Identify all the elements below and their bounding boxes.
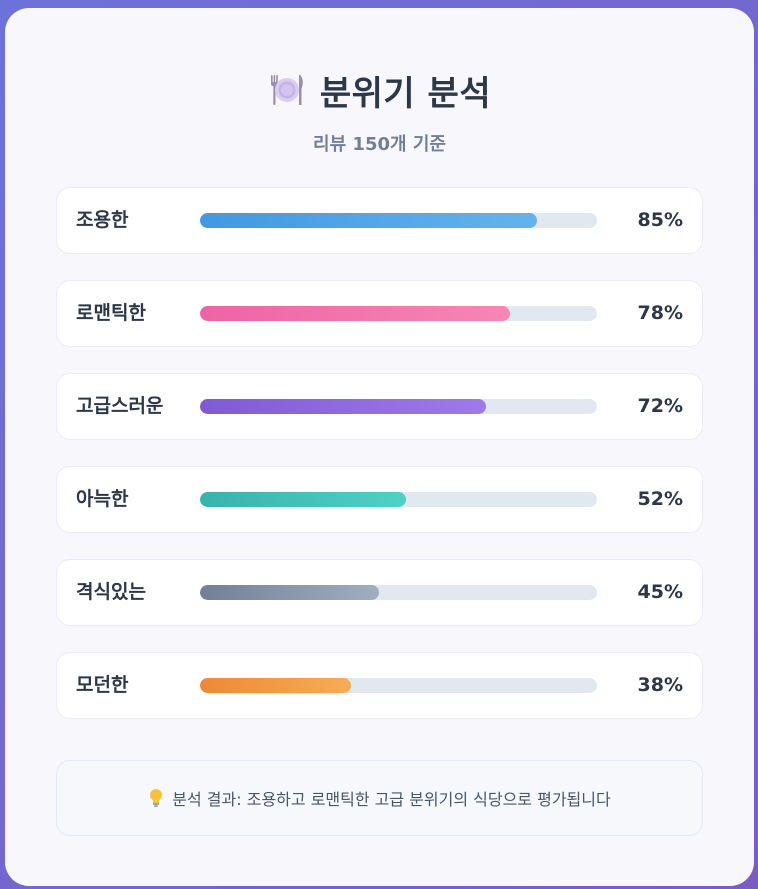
bar-category-label: 조용한 — [76, 209, 129, 231]
bar-value-label: 78% — [637, 302, 683, 324]
bar-category-label: 격식있는 — [76, 581, 146, 603]
atmosphere-bar-chart: 조용한 85% 로맨틱한 78% 고급스러운 72% 아늑한 52% 격식있는 45% 모던한 38% — [56, 187, 703, 745]
bar-track — [200, 492, 597, 507]
atmosphere-card: 분위기 분석 리뷰 150개 기준 조용한 85% 로맨틱한 78% 고급스러운 72% 아… — [5, 8, 754, 886]
bar-track — [200, 678, 597, 693]
summary-box: 분석 결과: 조용하고 로맨틱한 고급 분위기의 식당으로 평가됩니다 — [56, 760, 703, 836]
bar-fill — [200, 306, 510, 321]
bar-category-label: 고급스러운 — [76, 395, 164, 417]
bar-row: 격식있는 45% — [56, 559, 703, 626]
bar-track — [200, 306, 597, 321]
plate-fork-knife-icon — [270, 75, 303, 105]
bar-value-label: 85% — [637, 209, 683, 231]
page-title: 분위기 분석 — [319, 73, 492, 114]
bar-row: 아늑한 52% — [56, 466, 703, 533]
bar-track — [200, 585, 597, 600]
lightbulb-icon — [150, 789, 163, 807]
bar-row: 고급스러운 72% — [56, 373, 703, 440]
bar-value-label: 52% — [637, 488, 683, 510]
bar-value-label: 45% — [637, 581, 683, 603]
bar-fill — [200, 678, 351, 693]
page-subtitle: 리뷰 150개 기준 — [313, 134, 446, 155]
title-row: 분위기 분석 — [5, 70, 754, 114]
bar-category-label: 로맨틱한 — [76, 302, 146, 324]
bar-value-label: 38% — [637, 674, 683, 696]
bar-row: 조용한 85% — [56, 187, 703, 254]
bar-category-label: 아늑한 — [76, 488, 129, 510]
summary-text: 분석 결과: 조용하고 로맨틱한 고급 분위기의 식당으로 평가됩니다 — [172, 790, 611, 809]
header: 분위기 분석 리뷰 150개 기준 — [5, 70, 754, 156]
bar-track — [200, 213, 597, 228]
bar-fill — [200, 585, 379, 600]
bar-fill — [200, 399, 486, 414]
bar-row: 로맨틱한 78% — [56, 280, 703, 347]
bar-fill — [200, 213, 538, 228]
bar-category-label: 모던한 — [76, 674, 129, 696]
bar-value-label: 72% — [637, 395, 683, 417]
bar-row: 모던한 38% — [56, 652, 703, 719]
bar-track — [200, 399, 597, 414]
bar-fill — [200, 492, 407, 507]
